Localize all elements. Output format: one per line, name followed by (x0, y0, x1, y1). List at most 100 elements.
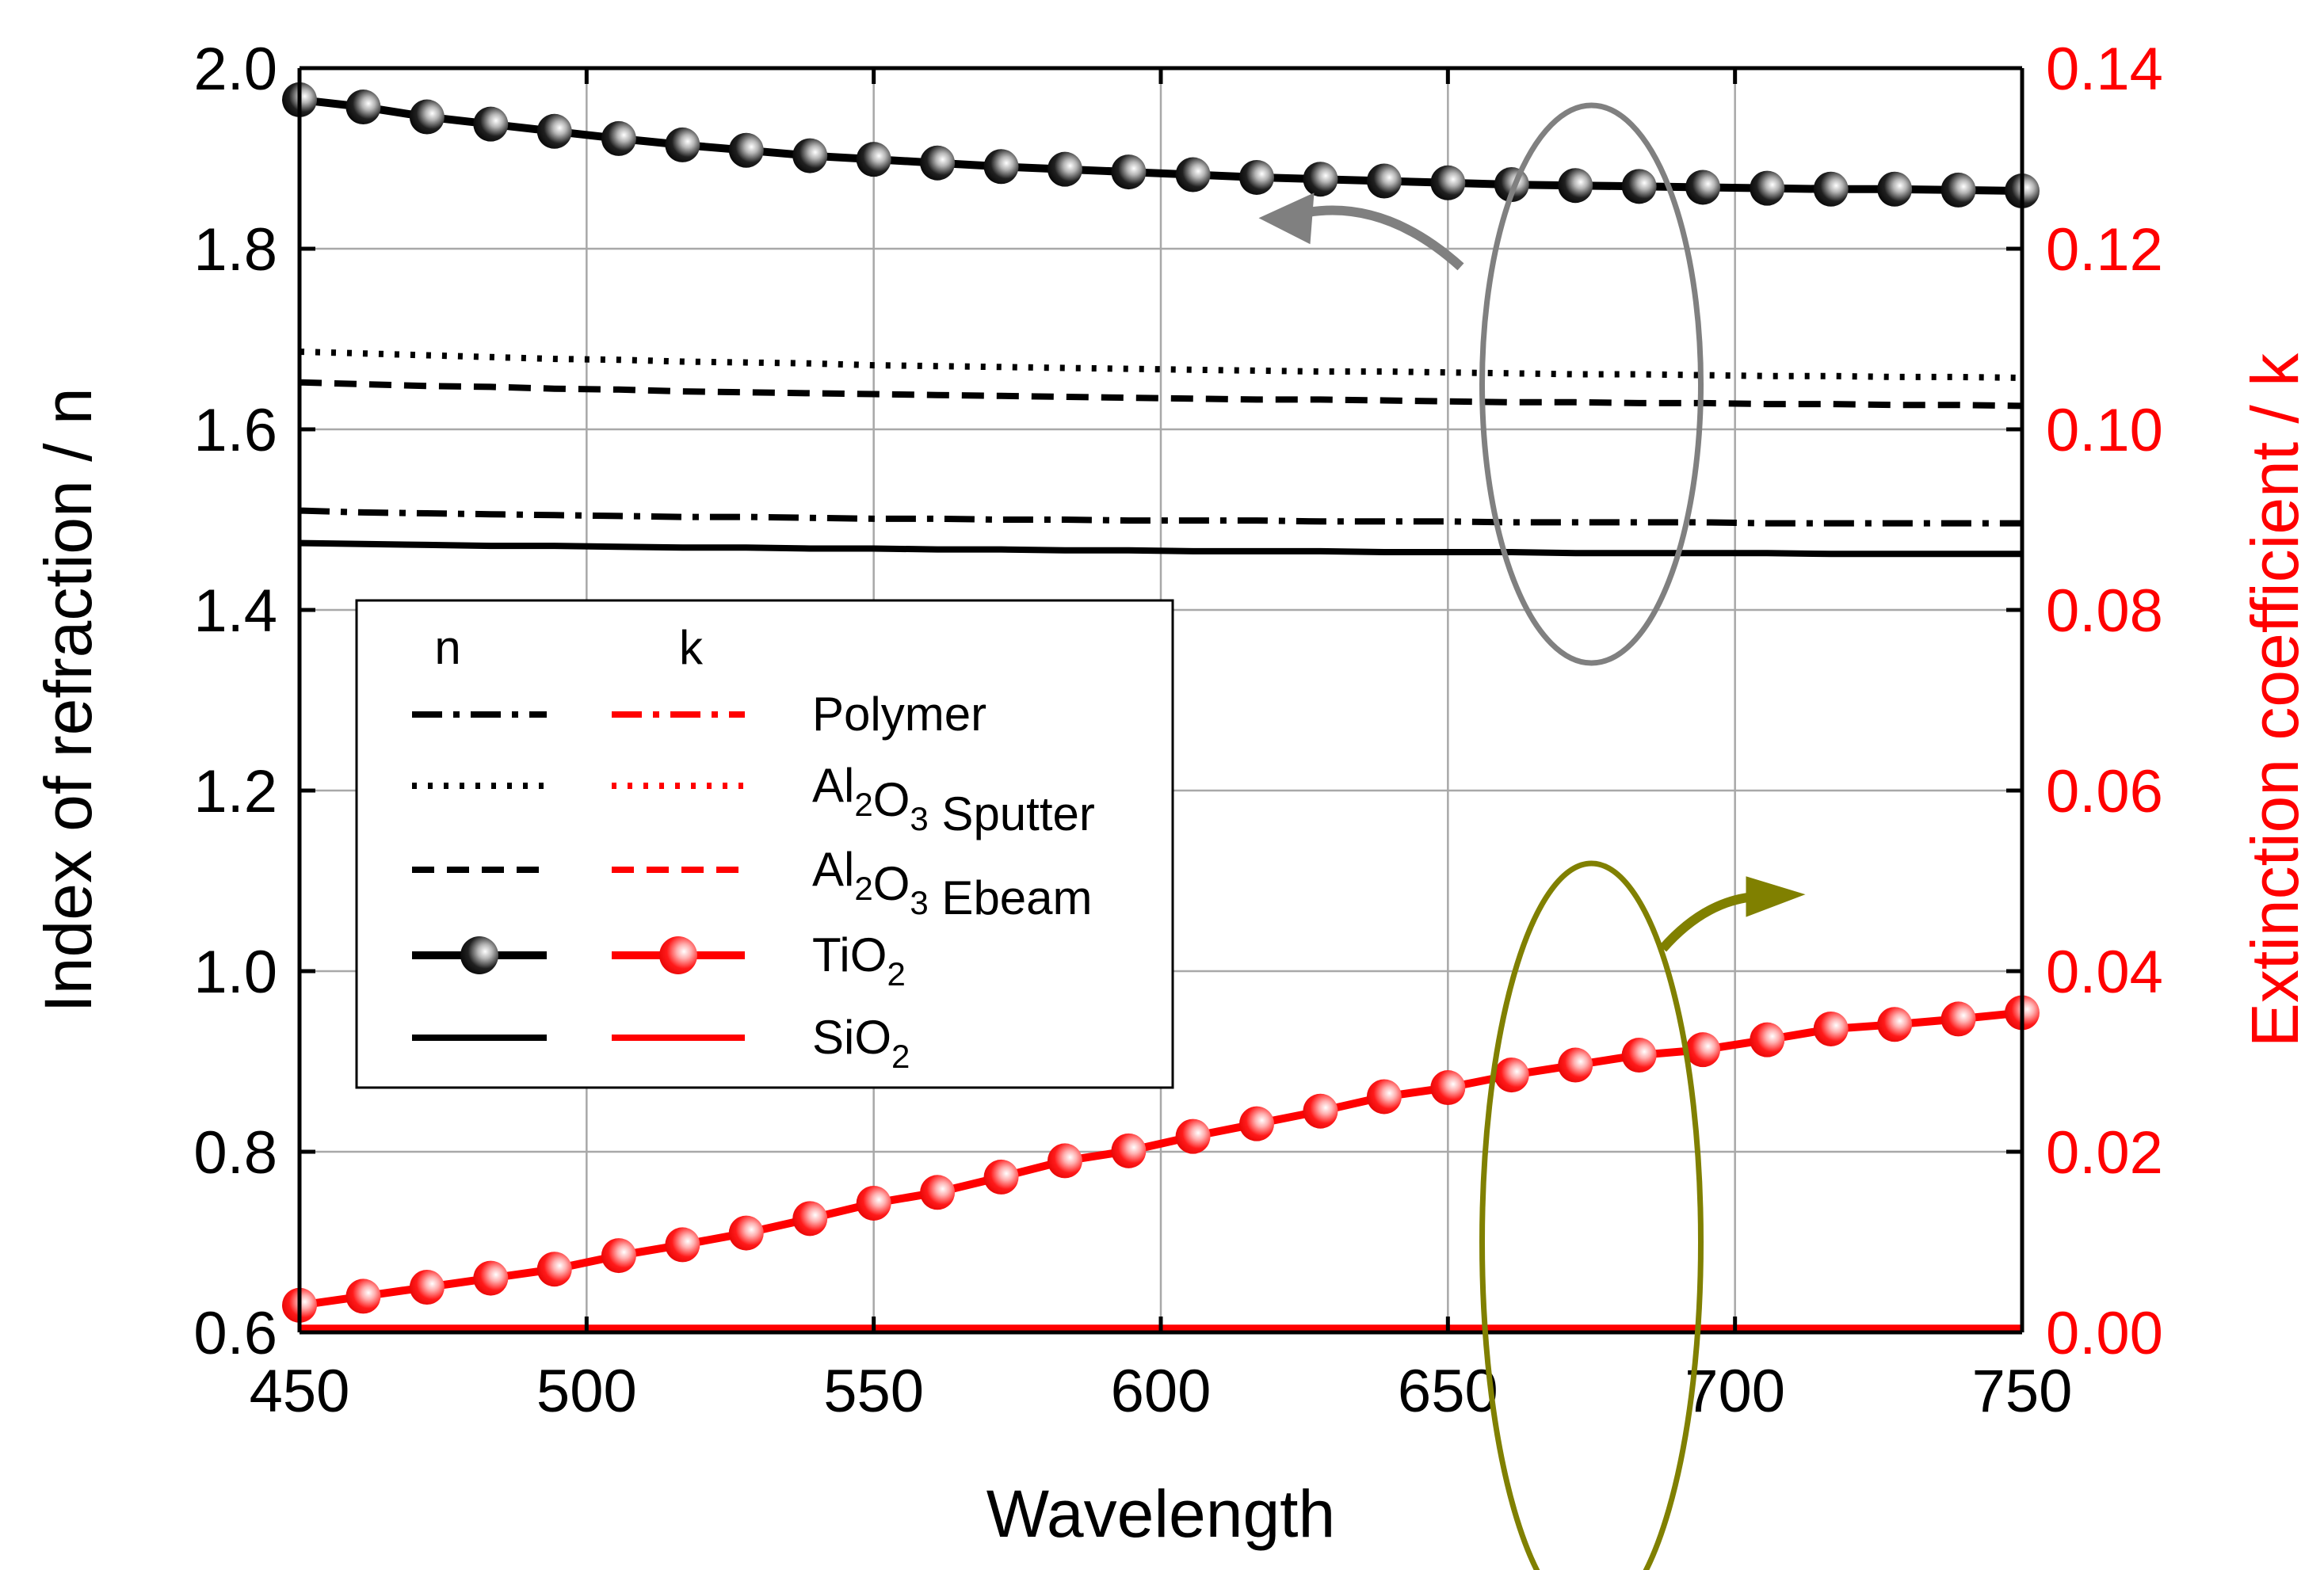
y-right-tick-label-0.06: 0.06 (2046, 758, 2163, 825)
y-left-tick-label-1.0: 1.0 (193, 939, 277, 1006)
axis-ticks: 450 500 550 600 650 700 750 0.6 0.8 1.0 1.2 1.4 1.6 1… (193, 36, 2163, 1425)
n-series-marker-tio2 (665, 127, 700, 162)
olive-arrowhead (1746, 876, 1806, 917)
n-series-marker-tio2 (983, 149, 1019, 185)
n-series-marker-tio2 (1813, 171, 1849, 207)
legend-label-polymer: Polymer (812, 688, 986, 741)
gray-arrow-curve (1305, 205, 1464, 271)
k-series-marker-tio2 (1303, 1093, 1338, 1129)
k-series-marker-tio2 (1494, 1057, 1529, 1093)
olive-arrow-curve (1658, 892, 1751, 952)
legend-label-al2o3-sputter: Al2O3 Sputter (812, 759, 1095, 840)
y-left-tick-label-1.8: 1.8 (193, 216, 277, 284)
x-tick-label-450: 450 (250, 1358, 350, 1425)
k-series-marker-tio2 (345, 1278, 381, 1314)
n-series-marker-tio2 (473, 106, 509, 142)
k-series-marker-tio2 (728, 1215, 764, 1251)
legend-box (355, 599, 1174, 1089)
y-right-tick-label-0.00: 0.00 (2046, 1300, 2163, 1367)
y-left-tick-label-0.6: 0.6 (193, 1300, 277, 1367)
n-series-marker-tio2 (1175, 157, 1211, 192)
n-series-marker-tio2 (856, 142, 891, 177)
gray-arrowhead (1258, 192, 1315, 245)
n-series-marker-tio2 (1047, 151, 1082, 187)
n-series-marker-tio2 (1111, 154, 1147, 190)
k-series-marker-tio2 (473, 1260, 509, 1296)
n-series-marker-tio2 (1558, 168, 1593, 204)
legend-label-sio2: SiO2 (812, 1011, 910, 1075)
y-right-tick-label-0.02: 0.02 (2046, 1119, 2163, 1187)
n-series-marker-tio2 (1239, 159, 1275, 195)
k-series-marker-tio2 (792, 1201, 828, 1237)
legend-col-n: n (434, 621, 460, 674)
n-series-line-al2o3-ebeam (299, 379, 2023, 410)
legend-k-marker-tio2 (659, 936, 697, 974)
n-series-marker-tio2 (601, 120, 636, 156)
y-right-tick-label-0.04: 0.04 (2046, 939, 2163, 1006)
n-series-marker-tio2 (1685, 170, 1721, 205)
n-series-marker-tio2 (728, 132, 764, 168)
y-left-tick-label-1.6: 1.6 (193, 397, 277, 464)
n-series-marker-tio2 (1940, 172, 1976, 208)
k-series-marker-tio2 (1621, 1038, 1657, 1073)
k-series-marker-tio2 (1111, 1133, 1147, 1168)
k-series-marker-tio2 (1877, 1007, 1913, 1042)
axis-titles: Wavelength Index of refraction / n Extinct… (31, 352, 2312, 1551)
k-series-marker-tio2 (856, 1185, 891, 1221)
x-tick-label-650: 650 (1398, 1358, 1498, 1425)
x-tick-label-600: 600 (1111, 1358, 1212, 1425)
n-series-line-al2o3-sputter (299, 349, 2023, 381)
n-series-marker-tio2 (1303, 162, 1338, 197)
n-series-marker-tio2 (536, 113, 572, 149)
n-series-marker-tio2 (920, 145, 956, 181)
x-tick-label-500: 500 (536, 1358, 637, 1425)
k-series-marker-tio2 (601, 1238, 636, 1274)
n-series-line-polymer (299, 507, 2022, 527)
n-series-marker-tio2 (345, 90, 381, 125)
k-series-marker-tio2 (1239, 1106, 1275, 1141)
y-left-tick-label-2.0: 2.0 (193, 36, 277, 103)
y-right-tick-label-0.10: 0.10 (2046, 397, 2163, 464)
k-series-marker-tio2 (983, 1159, 1019, 1195)
y-right-tick-label-0.14: 0.14 (2046, 36, 2163, 103)
y-right-tick-label-0.12: 0.12 (2046, 216, 2163, 284)
n-series-marker-tio2 (1366, 163, 1402, 199)
k-series-marker-tio2 (1175, 1118, 1211, 1154)
n-series-marker-tio2 (1750, 170, 1785, 206)
y-right-tick-label-0.08: 0.08 (2046, 577, 2163, 645)
k-series-marker-tio2 (1685, 1032, 1721, 1068)
n-series-marker-tio2 (409, 99, 445, 135)
k-series-marker-tio2 (1813, 1011, 1849, 1046)
n-series-marker-tio2 (1877, 171, 1913, 207)
plot-series (282, 82, 2040, 1332)
n-series-marker-tio2 (1430, 165, 1466, 200)
y-left-tick-label-1.4: 1.4 (193, 577, 277, 645)
y-left-axis-title: Index of refraction / n (31, 387, 105, 1012)
legend-label-al2o3-ebeam: Al2O3 Ebeam (812, 843, 1093, 924)
k-series-marker-tio2 (1940, 1001, 1976, 1037)
k-series-marker-tio2 (409, 1270, 445, 1305)
k-series-line-tio2 (299, 1008, 2023, 1309)
n-series-line-sio2 (299, 539, 2022, 558)
x-axis-title: Wavelength (986, 1477, 1335, 1551)
k-series-marker-tio2 (1047, 1143, 1082, 1179)
k-series-marker-tio2 (920, 1175, 956, 1210)
n-series-line-tio2 (299, 95, 2023, 195)
k-series-marker-tio2 (1366, 1079, 1402, 1115)
x-tick-label-700: 700 (1685, 1358, 1785, 1425)
y-left-tick-label-1.2: 1.2 (193, 758, 277, 825)
annotations (1258, 102, 1806, 1570)
legend-n-marker-tio2 (460, 936, 498, 974)
legend-col-k: k (679, 621, 704, 674)
gray-ellipse (1479, 102, 1704, 666)
k-series-marker-tio2 (665, 1227, 700, 1263)
x-tick-label-750: 750 (1972, 1358, 2073, 1425)
legend-label-tio2: TiO2 (812, 928, 906, 993)
olive-ellipse (1479, 860, 1704, 1570)
k-series-marker-tio2 (536, 1252, 572, 1287)
k-series-marker-tio2 (1558, 1047, 1593, 1083)
n-series-marker-tio2 (792, 138, 828, 173)
n-series-marker-tio2 (1621, 169, 1657, 204)
